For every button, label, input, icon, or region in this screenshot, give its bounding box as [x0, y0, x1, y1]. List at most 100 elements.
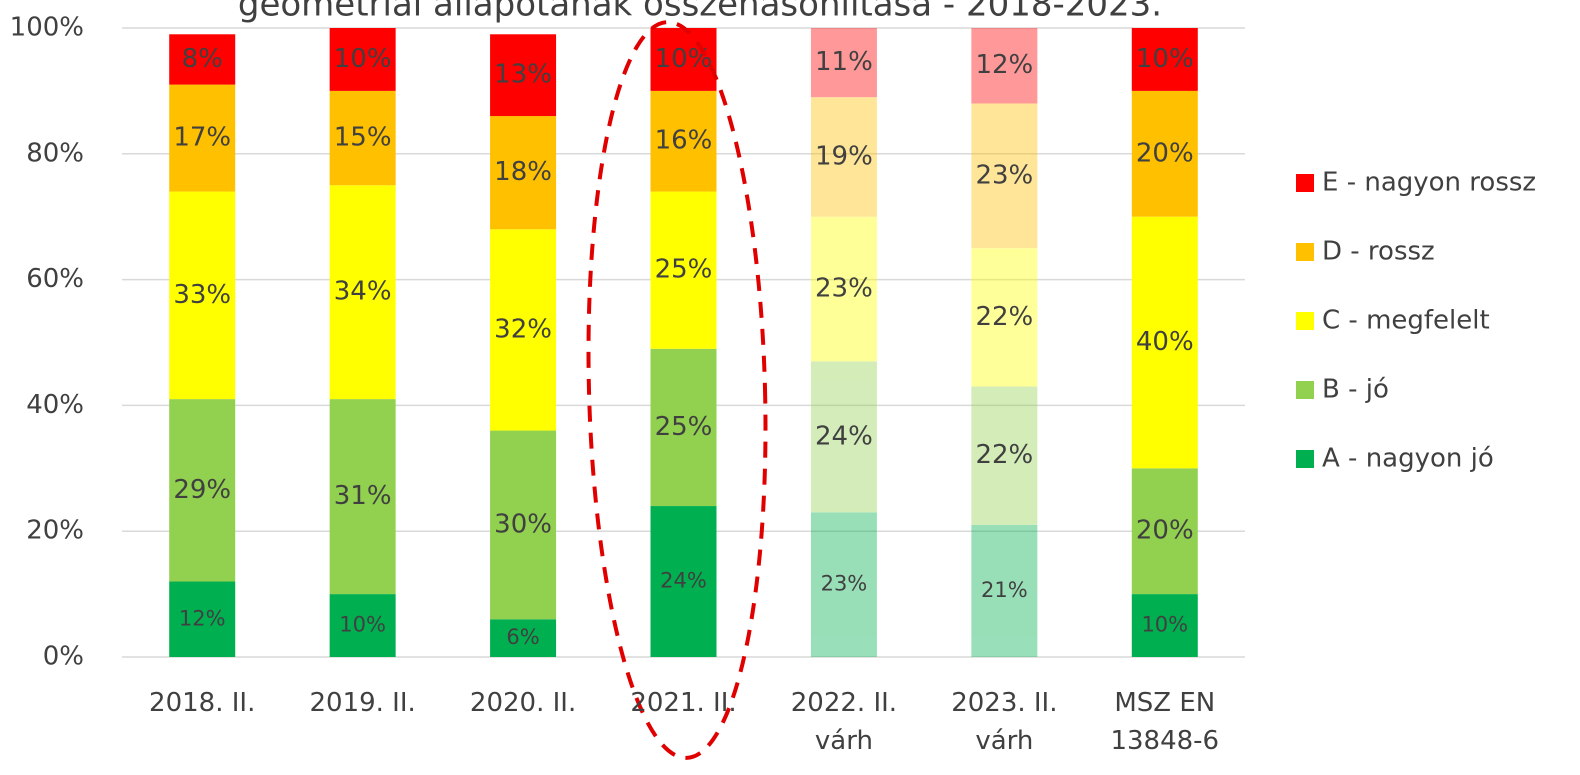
- legend-swatch: [1296, 174, 1314, 192]
- x-tick-label: 2022. II. várh: [790, 688, 898, 756]
- highlight-ellipse: [586, 20, 768, 760]
- data-label: 20%: [1136, 516, 1194, 546]
- bar-segment: [169, 581, 236, 657]
- bar-segment: [650, 28, 717, 91]
- bar-segment: [490, 229, 557, 431]
- y-tick-label: 100%: [10, 13, 84, 43]
- legend-swatch: [1296, 381, 1314, 399]
- bar-segment: [1131, 468, 1198, 595]
- data-label: 31%: [334, 481, 392, 511]
- data-label: 29%: [173, 475, 231, 505]
- data-label: 15%: [334, 123, 392, 153]
- data-label: 10%: [339, 613, 386, 637]
- data-label: 24%: [815, 421, 873, 451]
- bar-stack: [810, 28, 877, 657]
- bar-segment: [490, 116, 557, 230]
- data-label: 19%: [815, 141, 873, 171]
- data-label: 12%: [975, 50, 1033, 80]
- data-label: 10%: [655, 44, 713, 74]
- bar-segment: [329, 399, 396, 595]
- bar-segment: [1131, 90, 1198, 217]
- bar-segment: [971, 103, 1038, 249]
- bar-segment: [490, 430, 557, 620]
- bar-segment: [169, 34, 236, 85]
- bar-segment: [329, 185, 396, 400]
- bar-segment: [329, 594, 396, 657]
- bar-segment: [650, 90, 717, 192]
- bar-segment: [329, 90, 396, 186]
- bar-segment: [329, 28, 396, 91]
- data-label: 23%: [821, 572, 868, 596]
- data-label: 18%: [494, 157, 552, 187]
- data-label: 10%: [1136, 44, 1194, 74]
- data-label: 22%: [975, 440, 1033, 470]
- bar-stack: [169, 34, 236, 657]
- y-tick-label: 40%: [26, 390, 84, 420]
- bar-segment: [490, 619, 557, 657]
- legend-label: B - jó: [1322, 375, 1389, 405]
- bar-segment: [490, 34, 557, 117]
- data-label: 16%: [655, 126, 713, 156]
- data-label: 17%: [173, 123, 231, 153]
- bar-segment: [971, 28, 1038, 104]
- data-label: 8%: [182, 44, 223, 74]
- data-label: 30%: [494, 509, 552, 539]
- bar-segment: [1131, 216, 1198, 469]
- bar-segment: [1131, 28, 1198, 91]
- bar-segment: [650, 191, 717, 349]
- legend-label: C - megfelelt: [1322, 306, 1490, 336]
- bar-segment: [810, 28, 877, 98]
- chart-title: geometriai állapotának összehasonlítása …: [238, 0, 1162, 25]
- data-label: 23%: [975, 160, 1033, 190]
- bar-segment: [810, 361, 877, 513]
- y-tick-label: 80%: [26, 138, 84, 168]
- data-label: 12%: [179, 606, 226, 630]
- data-label: 20%: [1136, 138, 1194, 168]
- data-label: 33%: [173, 280, 231, 310]
- legend-label: E - nagyon rossz: [1322, 168, 1536, 198]
- bar-stack: [971, 28, 1038, 657]
- data-label: 40%: [1136, 327, 1194, 357]
- legend-label: A - nagyon jó: [1322, 444, 1494, 474]
- bar-segment: [650, 348, 717, 507]
- bar-segment: [810, 97, 877, 217]
- bar-segment: [169, 84, 236, 192]
- legend-swatch: [1296, 243, 1314, 261]
- bar-stack: [329, 28, 396, 657]
- bar-segment: [1131, 594, 1198, 657]
- bar-segment: [971, 248, 1038, 387]
- bar-segment: [971, 524, 1038, 657]
- data-label: 13%: [494, 60, 552, 90]
- y-tick-label: 0%: [43, 642, 84, 672]
- data-label: 10%: [1141, 613, 1188, 637]
- bar-segment: [169, 399, 236, 582]
- legend-label: D - rossz: [1322, 237, 1435, 267]
- x-tick-label: MSZ EN 13848-6: [1110, 688, 1220, 756]
- y-tick-label: 20%: [26, 516, 84, 546]
- bar-stack: [490, 34, 557, 657]
- bar-segment: [971, 386, 1038, 525]
- data-label: 25%: [655, 255, 713, 285]
- bar-segment: [810, 512, 877, 657]
- x-tick-label: 2018. II.: [149, 688, 256, 718]
- bar-segment: [650, 506, 717, 657]
- x-tick-label: 2019. II.: [309, 688, 416, 718]
- data-label: 25%: [655, 412, 713, 442]
- x-tick-label: 2020. II.: [469, 688, 577, 718]
- bar-segment: [810, 216, 877, 362]
- legend-swatch: [1296, 312, 1314, 330]
- data-label: 21%: [981, 578, 1028, 602]
- data-label: 34%: [334, 277, 392, 307]
- data-label: 32%: [494, 314, 552, 344]
- legend-swatch: [1296, 450, 1314, 468]
- data-label: 24%: [660, 569, 707, 593]
- x-tick-label: 2023. II. várh: [951, 688, 1058, 756]
- data-label: 23%: [815, 274, 873, 304]
- data-label: 11%: [815, 47, 873, 77]
- bar-segment: [169, 191, 236, 400]
- y-tick-label: 60%: [26, 264, 84, 294]
- bar-stack: [650, 28, 717, 657]
- bar-stack: [1131, 28, 1198, 657]
